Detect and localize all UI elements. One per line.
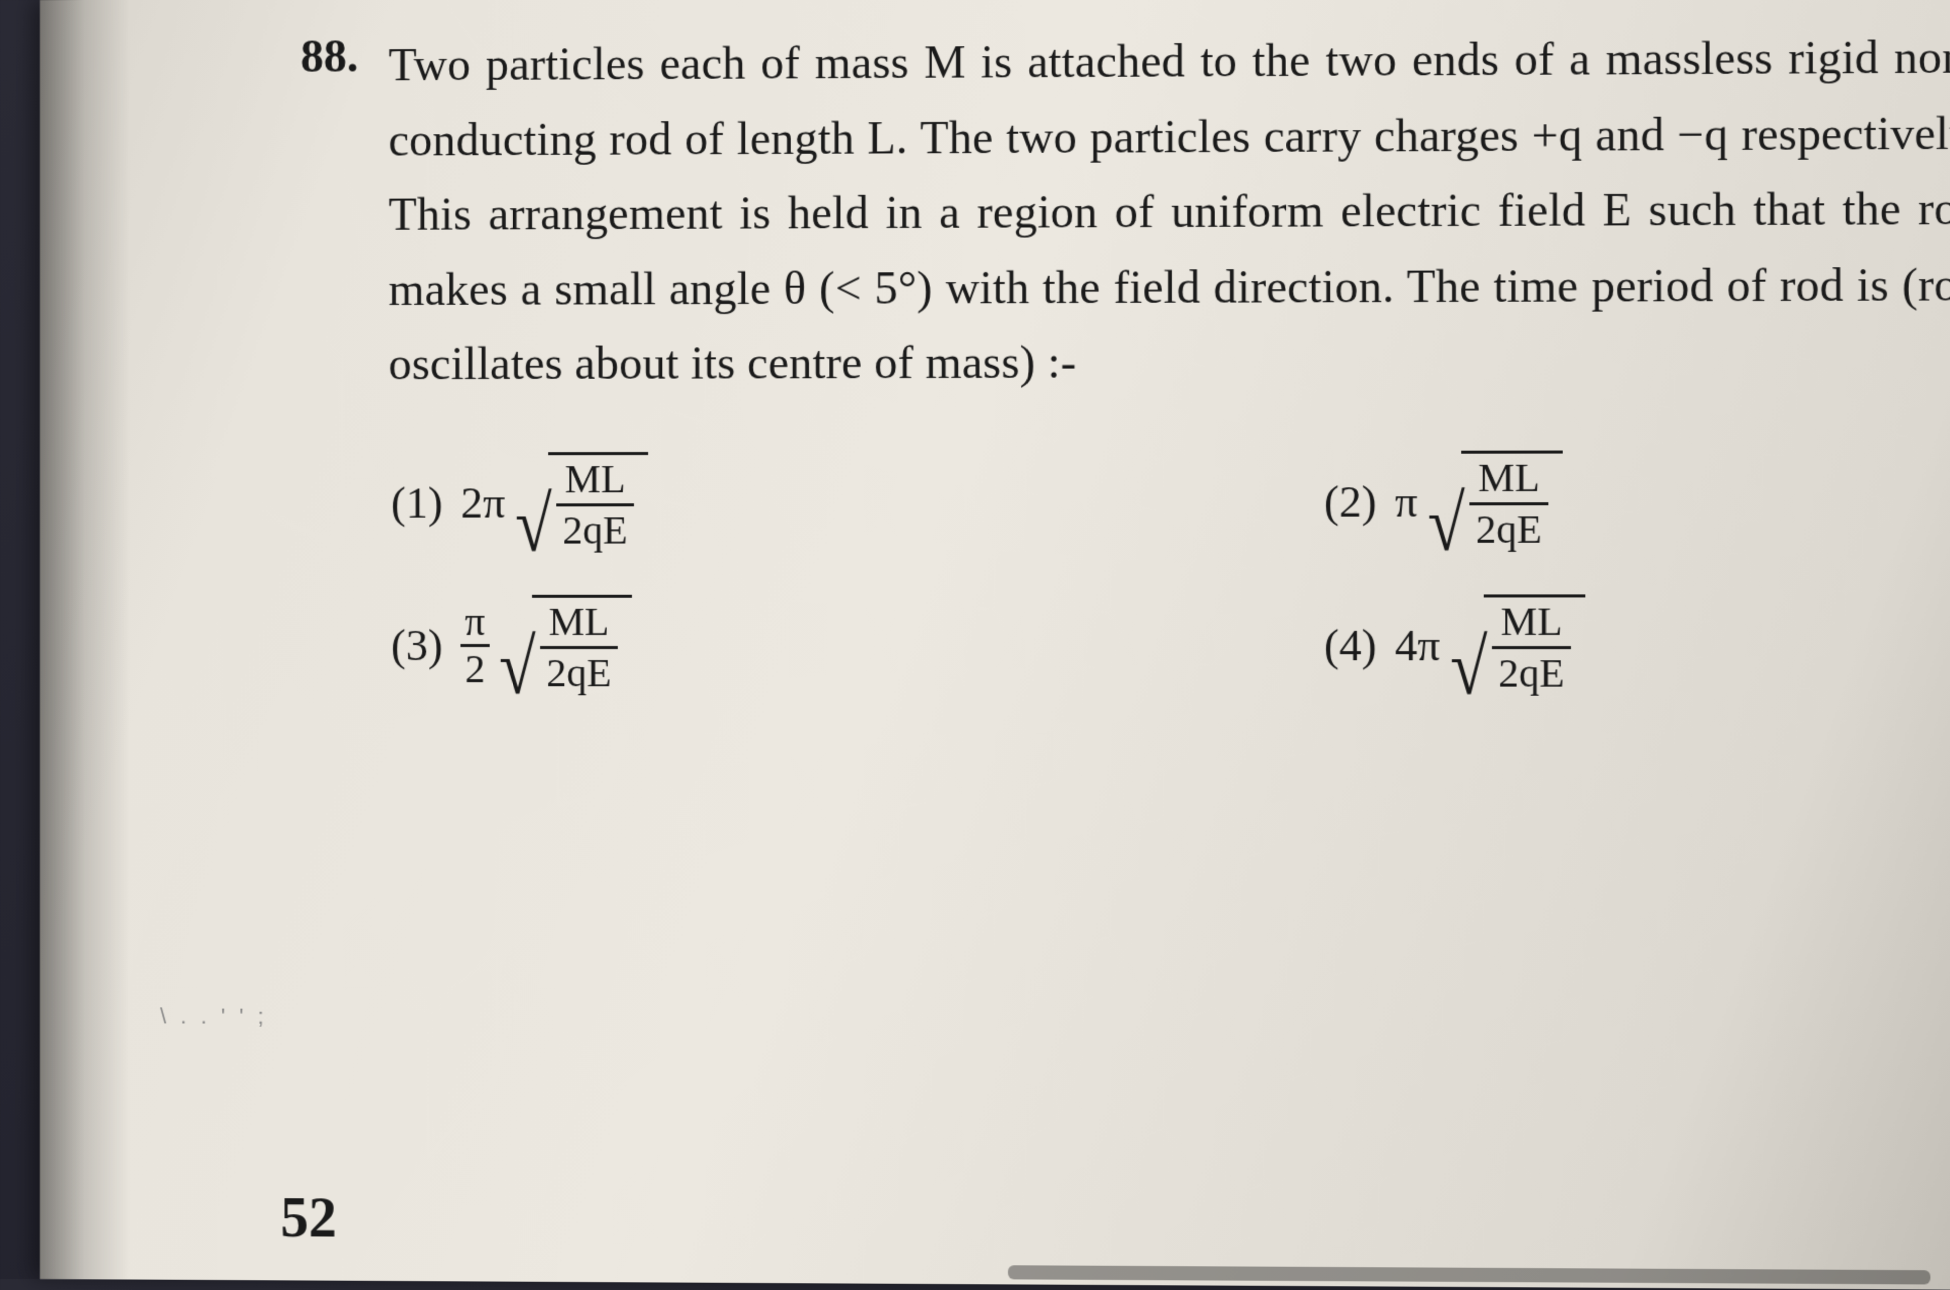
- pi-half-numerator: π: [461, 601, 489, 643]
- option-1-coef: 2π: [461, 477, 506, 528]
- question-row: 88. Two particles each of mass M is atta…: [301, 20, 1950, 402]
- radicand: ML 2qE: [532, 594, 631, 697]
- radical-symbol: √: [1427, 492, 1464, 555]
- option-4-formula: 4π √ ML 2qE: [1395, 594, 1585, 697]
- option-3-formula: π 2 √ ML 2qE: [461, 594, 632, 697]
- fraction-numerator: ML: [1495, 599, 1569, 644]
- radical-symbol: √: [1450, 636, 1487, 699]
- sqrt-icon: √ ML 2qE: [1424, 450, 1563, 553]
- content-area: 88. Two particles each of mass M is atta…: [301, 20, 1950, 698]
- radicand: ML 2qE: [1462, 450, 1563, 553]
- fraction: ML 2qE: [1470, 455, 1548, 551]
- fraction-bar: [1470, 502, 1548, 505]
- sqrt-icon: √ ML 2qE: [511, 452, 648, 555]
- option-2-coef: π: [1395, 476, 1418, 528]
- radical-symbol: √: [515, 494, 552, 557]
- option-3-coef-fraction: π 2: [461, 601, 489, 690]
- fraction-denominator: 2qE: [1492, 651, 1570, 696]
- question-text: Two particles each of mass M is attached…: [389, 20, 1950, 402]
- fraction-bar: [557, 503, 634, 506]
- fraction-bar: [540, 646, 617, 649]
- fraction: ML 2qE: [540, 599, 617, 694]
- option-2-formula: π √ ML 2qE: [1395, 450, 1563, 553]
- sqrt-icon: √ ML 2qE: [495, 594, 631, 697]
- question-number: 88.: [301, 28, 359, 84]
- fraction-denominator: 2qE: [557, 508, 634, 552]
- fraction-denominator: 2qE: [540, 651, 617, 695]
- margin-mark: \ . . ' ' ;: [160, 1003, 268, 1029]
- fraction-numerator: ML: [1472, 455, 1546, 500]
- option-1-formula: 2π √ ML 2qE: [461, 452, 648, 555]
- option-3-label: (3): [391, 620, 443, 671]
- fraction-bar: [1492, 646, 1570, 649]
- option-4-label: (4): [1324, 620, 1376, 672]
- option-1-label: (1): [391, 478, 443, 529]
- option-1: (1) 2π √ ML 2qE: [391, 451, 1038, 554]
- page-surface: 88. Two particles each of mass M is atta…: [40, 0, 1950, 1290]
- fraction-numerator: ML: [559, 457, 632, 501]
- option-2: (2) π √ ML 2qE: [1324, 449, 1950, 553]
- radical-symbol: √: [498, 636, 535, 699]
- pi-half-denominator: 2: [461, 648, 489, 690]
- options-grid: (1) 2π √ ML 2qE: [391, 449, 1950, 697]
- fraction-numerator: ML: [543, 599, 616, 643]
- bottom-shadow-bar: [1008, 1265, 1930, 1284]
- fraction: ML 2qE: [1492, 599, 1570, 695]
- fraction: ML 2qE: [557, 457, 634, 553]
- radicand: ML 2qE: [1484, 594, 1585, 697]
- option-2-label: (2): [1324, 476, 1376, 528]
- sqrt-icon: √ ML 2qE: [1446, 594, 1585, 697]
- option-4: (4) 4π √ ML 2qE: [1324, 594, 1950, 698]
- option-4-coef: 4π: [1395, 620, 1440, 672]
- page-number: 52: [280, 1186, 336, 1250]
- option-3: (3) π 2 √ ML 2qE: [391, 594, 1038, 697]
- fraction-denominator: 2qE: [1470, 507, 1548, 552]
- radicand: ML 2qE: [549, 452, 648, 555]
